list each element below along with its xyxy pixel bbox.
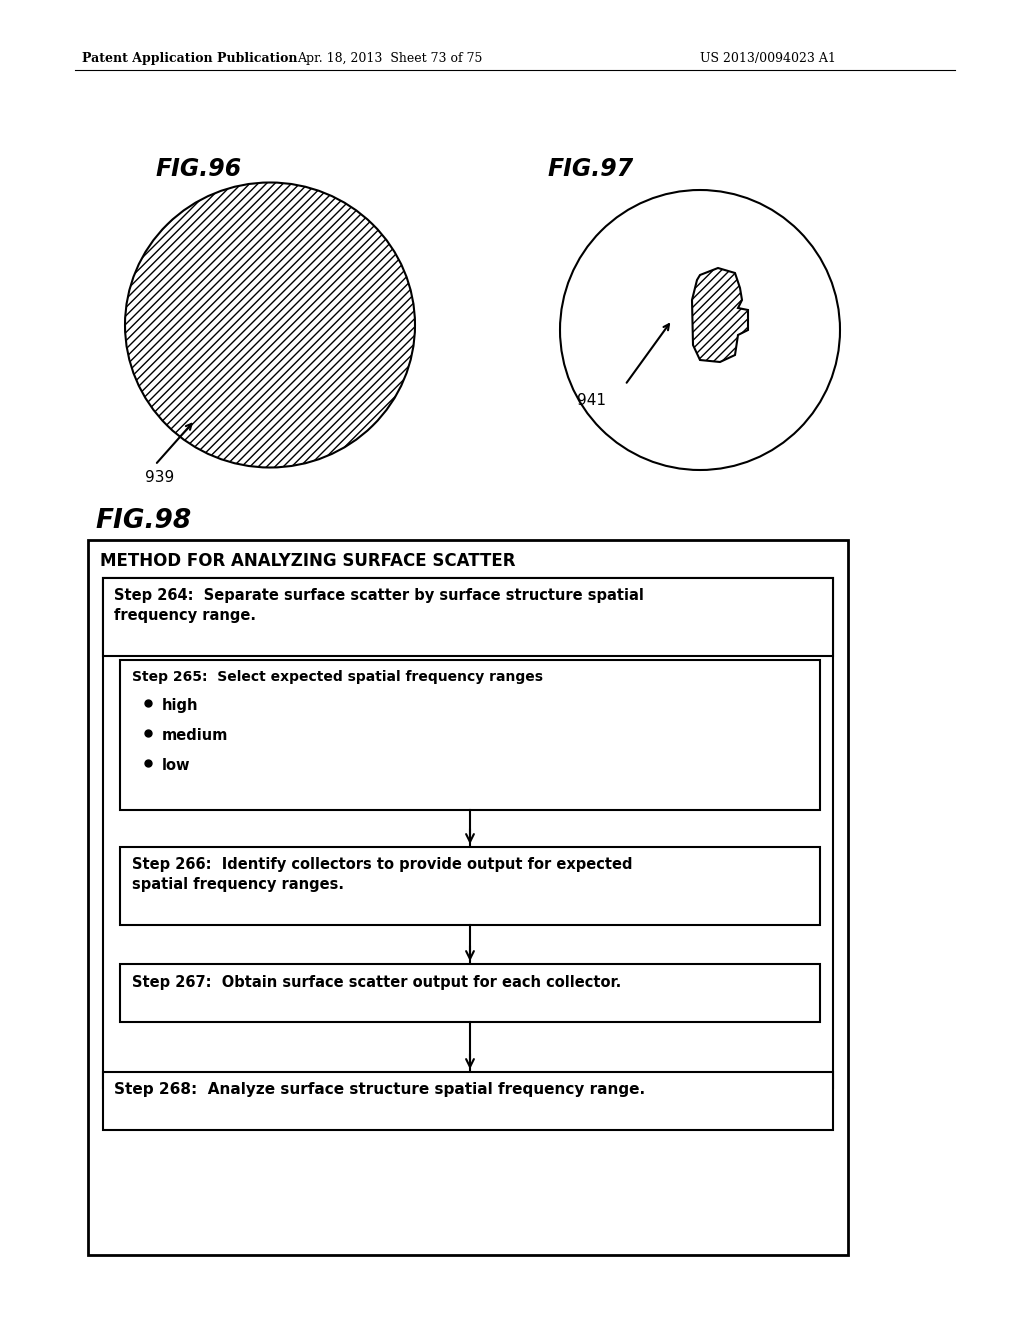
Ellipse shape xyxy=(125,182,415,467)
Text: FIG.98: FIG.98 xyxy=(95,508,191,535)
Text: US 2013/0094023 A1: US 2013/0094023 A1 xyxy=(700,51,836,65)
Text: Apr. 18, 2013  Sheet 73 of 75: Apr. 18, 2013 Sheet 73 of 75 xyxy=(297,51,482,65)
Text: Step 268:  Analyze surface structure spatial frequency range.: Step 268: Analyze surface structure spat… xyxy=(114,1082,645,1097)
Bar xyxy=(120,660,820,810)
Bar xyxy=(88,540,848,1255)
Text: Step 265:  Select expected spatial frequency ranges: Step 265: Select expected spatial freque… xyxy=(132,671,543,684)
Bar xyxy=(120,964,820,1022)
Text: Step 267:  Obtain surface scatter output for each collector.: Step 267: Obtain surface scatter output … xyxy=(132,975,622,990)
Text: Step 266:  Identify collectors to provide output for expected
spatial frequency : Step 266: Identify collectors to provide… xyxy=(132,857,633,892)
Text: high: high xyxy=(162,698,199,713)
Bar xyxy=(103,578,833,1088)
Bar xyxy=(103,578,833,656)
Polygon shape xyxy=(692,268,748,362)
Text: Patent Application Publication: Patent Application Publication xyxy=(82,51,298,65)
Bar xyxy=(103,1072,833,1130)
Text: METHOD FOR ANALYZING SURFACE SCATTER: METHOD FOR ANALYZING SURFACE SCATTER xyxy=(100,552,515,570)
Circle shape xyxy=(560,190,840,470)
Text: low: low xyxy=(162,758,190,774)
Text: Step 264:  Separate surface scatter by surface structure spatial
frequency range: Step 264: Separate surface scatter by su… xyxy=(114,587,644,623)
Text: 939: 939 xyxy=(145,470,174,484)
Bar xyxy=(120,847,820,925)
Text: medium: medium xyxy=(162,729,228,743)
Text: FIG.97: FIG.97 xyxy=(548,157,634,181)
Text: 941: 941 xyxy=(577,393,606,408)
Text: FIG.96: FIG.96 xyxy=(155,157,242,181)
